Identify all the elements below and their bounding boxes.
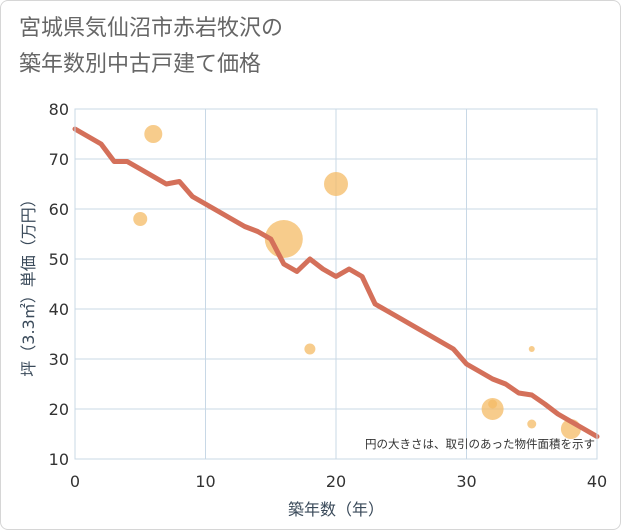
y-tick-label: 60 xyxy=(49,200,69,219)
y-tick-label: 30 xyxy=(49,350,69,369)
chart-title: 宮城県気仙沼市赤岩牧沢の 築年数別中古戸建て価格 xyxy=(19,11,283,83)
x-tick-label: 0 xyxy=(70,472,80,491)
chart-title-line2: 築年数別中古戸建て価格 xyxy=(19,52,262,77)
bubble-point[interactable] xyxy=(144,125,163,143)
plot-frame xyxy=(74,108,598,460)
trend-line xyxy=(72,126,600,439)
size-annotation: 円の大きさは、取引のあった物件面積を示す xyxy=(365,437,595,451)
bubble-point[interactable] xyxy=(527,419,537,429)
bubble-point[interactable] xyxy=(304,343,316,355)
y-tick-label: 10 xyxy=(49,450,69,469)
bubble-point[interactable] xyxy=(488,399,498,409)
y-tick-label: 70 xyxy=(49,150,69,169)
chart-title-line1: 宮城県気仙沼市赤岩牧沢の xyxy=(19,16,284,41)
x-tick-label: 20 xyxy=(326,472,346,491)
y-tick-labels: 10 20 30 40 50 60 70 80 xyxy=(49,100,69,469)
bubble-point[interactable] xyxy=(324,172,348,196)
grid-lines xyxy=(74,108,598,460)
y-axis-title: 坪（3.3㎡）単価（万円） xyxy=(19,191,38,376)
x-tick-labels: 0 10 20 30 40 xyxy=(70,472,607,491)
x-tick-label: 30 xyxy=(456,472,476,491)
x-tick-label: 10 xyxy=(195,472,215,491)
y-tick-label: 20 xyxy=(49,400,69,419)
y-tick-label: 40 xyxy=(49,300,69,319)
y-tick-label: 50 xyxy=(49,250,69,269)
x-tick-label: 40 xyxy=(587,472,607,491)
bubble-point[interactable] xyxy=(528,346,535,352)
y-tick-label: 80 xyxy=(49,100,69,119)
bubble-point[interactable] xyxy=(481,398,504,420)
x-axis-title: 築年数（年） xyxy=(288,500,384,519)
bubble-point[interactable] xyxy=(133,212,148,226)
